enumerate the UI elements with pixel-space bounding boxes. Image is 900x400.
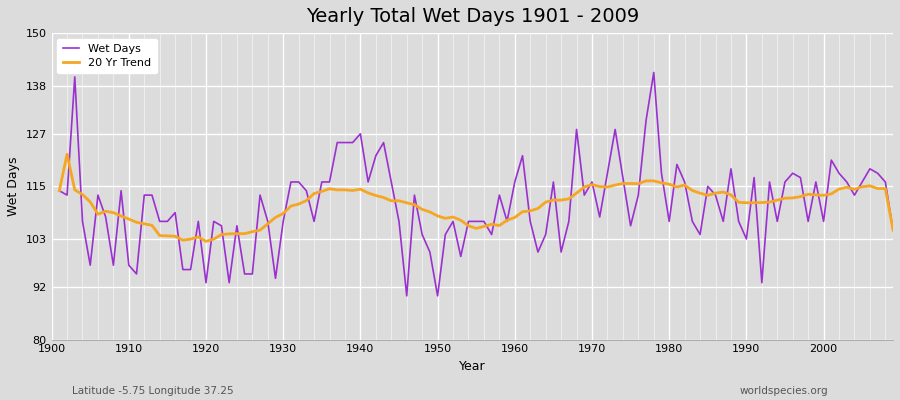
20 Yr Trend [123,217,134,222]
Wet Days [648,70,659,75]
Y-axis label: Wet Days: Wet Days [7,156,20,216]
20 Yr Trend [62,152,73,157]
Wet Days [285,180,296,184]
20 Yr Trend [518,209,528,214]
20 Yr Trend [887,228,898,232]
Wet Days [509,180,520,184]
20 Yr Trend [301,198,311,203]
Legend: Wet Days, 20 Yr Trend: Wet Days, 20 Yr Trend [58,39,157,73]
Text: worldspecies.org: worldspecies.org [740,386,828,396]
20 Yr Trend [201,239,212,244]
Wet Days [54,188,65,193]
Line: 20 Yr Trend: 20 Yr Trend [59,154,893,241]
Wet Days [401,294,412,298]
Title: Yearly Total Wet Days 1901 - 2009: Yearly Total Wet Days 1901 - 2009 [306,7,639,26]
20 Yr Trend [54,188,65,193]
X-axis label: Year: Year [459,360,486,373]
Wet Days [332,140,343,145]
Wet Days [518,153,528,158]
Line: Wet Days: Wet Days [59,72,893,296]
20 Yr Trend [525,208,535,213]
20 Yr Trend [347,188,358,193]
20 Yr Trend [617,181,628,186]
Wet Days [887,228,898,232]
Text: Latitude -5.75 Longitude 37.25: Latitude -5.75 Longitude 37.25 [72,386,234,396]
Wet Days [609,127,620,132]
Wet Days [116,188,127,193]
